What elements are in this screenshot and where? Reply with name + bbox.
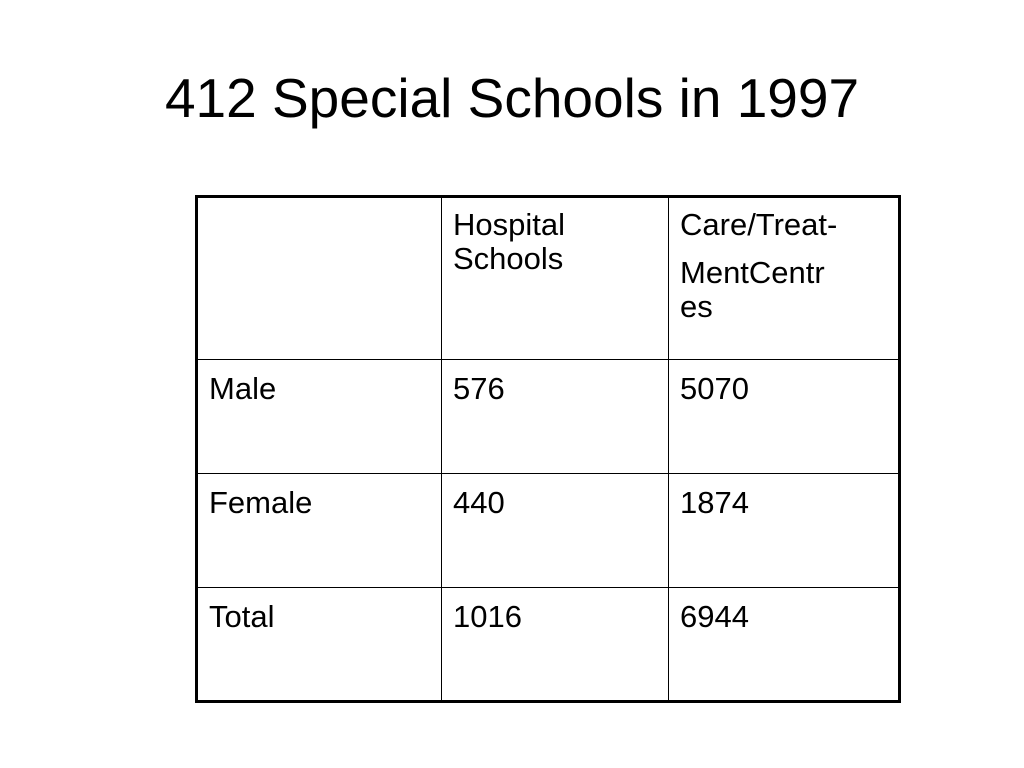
table-row: Male 576 5070 <box>196 359 900 474</box>
header-hospital-schools: Hospital Schools <box>441 196 669 360</box>
cell-male-care: 5070 <box>668 359 900 474</box>
header-care-treatment-centres: Care/Treat- MentCentr es <box>668 196 900 360</box>
header-hospital-line1: Hospital <box>453 207 565 242</box>
cell-female-hospital: 440 <box>441 473 669 588</box>
slide-title: 412 Special Schools in 1997 <box>164 67 860 129</box>
cell-female-care: 1874 <box>668 473 900 588</box>
cell-total-hospital: 1016 <box>441 587 669 702</box>
header-hospital-line2: Schools <box>453 241 564 276</box>
header-corner-cell <box>196 196 442 360</box>
row-label-male: Male <box>196 359 442 474</box>
schools-table: Hospital Schools Care/Treat- MentCentr e… <box>195 195 901 703</box>
cell-total-care: 6944 <box>668 587 900 702</box>
header-care-line3: es <box>680 289 713 324</box>
table-row: Total 1016 6944 <box>196 587 900 702</box>
header-care-line1: Care/Treat- <box>680 207 838 242</box>
table-row: Female 440 1874 <box>196 473 900 588</box>
row-label-female: Female <box>196 473 442 588</box>
cell-male-hospital: 576 <box>441 359 669 474</box>
header-care-line2: MentCentr <box>680 255 825 290</box>
table-header-row: Hospital Schools Care/Treat- MentCentr e… <box>196 196 900 360</box>
row-label-total: Total <box>196 587 442 702</box>
